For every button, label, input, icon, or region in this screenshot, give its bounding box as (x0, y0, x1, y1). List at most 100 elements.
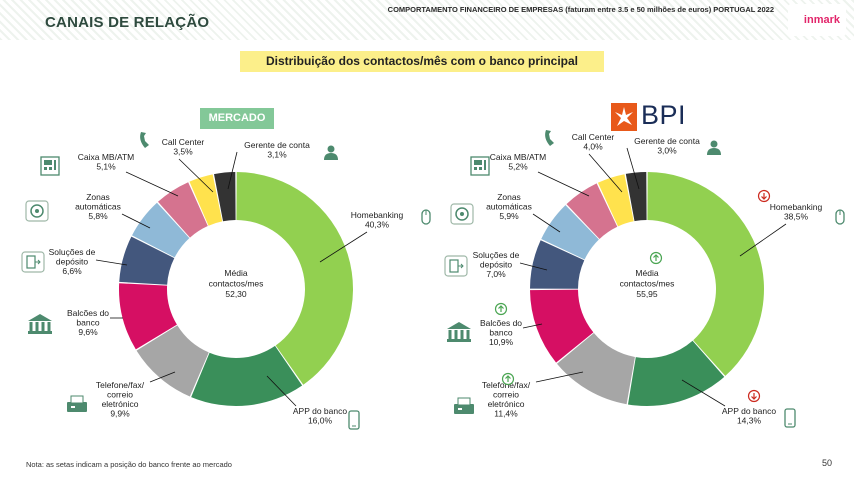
arrow-down-icon (747, 389, 761, 403)
value-zonas: 5,9% (499, 211, 519, 221)
label-caixa: Caixa MB/ATM 5,1% (78, 152, 135, 172)
bpi-donut: Média contactos/mes 55,95 Homebanking 38,5% A… (444, 130, 845, 428)
slice-balcoes (119, 283, 177, 350)
center-label-line: 52,30 (225, 289, 247, 299)
bpi-logo-text: BPI (641, 100, 687, 130)
center-label-line: Média (635, 268, 658, 278)
inmark-logo (788, 4, 846, 36)
label-line: Balcões do (67, 308, 109, 318)
label-line: banco (76, 318, 99, 328)
label-callcenter: Call Center 4,0% (572, 132, 615, 152)
label-callcenter: Call Center 3,5% (162, 137, 205, 157)
bank-icon (447, 322, 471, 342)
label-app: APP do banco 16,0% (293, 406, 347, 426)
center-arrow-icon (649, 251, 663, 265)
value-solucoes: 6,6% (62, 266, 82, 276)
arrow-down-icon (757, 189, 771, 203)
phone-handset-icon (545, 130, 554, 146)
section-title: CANAIS DE RELAÇÃO (45, 14, 210, 31)
slice-app (191, 345, 303, 407)
leader-caixa (125, 171, 179, 197)
report-subtitle: COMPORTAMENTO FINANCEIRO DE EMPRESAS (fa… (387, 5, 774, 14)
value-callcenter: 4,0% (583, 142, 603, 152)
leader-app (681, 379, 726, 407)
slice-zonas (541, 205, 599, 260)
value-callcenter: 3,5% (173, 147, 193, 157)
label-line: Homebanking (770, 202, 823, 212)
slice-caixa (157, 182, 208, 238)
center-label-line: Média (224, 268, 247, 278)
atm-icon (40, 156, 60, 176)
deposit-icon (444, 255, 468, 277)
label-line: Call Center (572, 132, 615, 142)
label-solucoes: Soluções de depósito 7,0% (473, 250, 520, 279)
label-app: APP do banco 14,3% (722, 406, 776, 426)
person-icon (707, 140, 721, 155)
label-telefone: Telefone/fax/correio eletrónico 11,4% (482, 380, 531, 419)
inmark-logo-text: inmark (803, 14, 840, 26)
label-solucoes: Soluções de depósito 6,6% (49, 247, 96, 276)
label-line: APP do banco (722, 406, 776, 416)
label-line: Soluções de (49, 247, 96, 257)
leader-gerente (227, 151, 238, 190)
label-line: Balcões do (480, 318, 522, 328)
phone-icon (348, 410, 360, 430)
market-badge: MERCADO (200, 108, 274, 129)
slice-homebanking (647, 172, 765, 376)
slice-solucoes (119, 236, 175, 285)
label-caixa: Caixa MB/ATM 5,2% (490, 152, 547, 172)
slice-telefone (136, 325, 209, 397)
slice-gerente (214, 172, 236, 222)
label-line: correio (493, 390, 519, 400)
value-balcoes: 9,6% (78, 327, 98, 337)
footnote: Nota: as setas indicam a posição do banc… (26, 460, 232, 469)
market-donut: Média contactos/mes 52,30 Homebanking 40,3% A… (21, 132, 431, 430)
leader-caixa (537, 171, 590, 197)
label-homebanking: Homebanking 40,3% (351, 210, 404, 230)
leader-zonas (121, 213, 151, 229)
arrow-up-icon (501, 372, 515, 386)
bank-icon (28, 314, 52, 334)
label-line: Call Center (162, 137, 205, 147)
atm-icon (470, 156, 490, 176)
slice-zonas (132, 202, 190, 258)
leader-callcenter (588, 153, 623, 193)
leader-zonas (532, 213, 561, 233)
center-label-line: contactos/mes (209, 279, 264, 289)
page-number: 50 (821, 458, 832, 468)
arrow-up-icon (494, 302, 508, 316)
value-app: 16,0% (308, 416, 333, 426)
label-line: Zonas (86, 192, 110, 202)
leader-solucoes (519, 262, 548, 271)
label-zonas: Zonas automáticas 5,8% (75, 192, 121, 221)
mouse-icon (835, 209, 845, 225)
safe-icon (25, 200, 49, 222)
label-line: depósito (480, 260, 512, 270)
label-homebanking: Homebanking 38,5% (770, 202, 823, 222)
label-line: Homebanking (351, 210, 404, 220)
slice-caixa (566, 183, 618, 239)
label-line: APP do banco (293, 406, 347, 416)
center-label: Média contactos/mes 55,95 (620, 268, 675, 299)
label-line: correio (107, 390, 133, 400)
leader-callcenter (178, 158, 214, 193)
value-homebanking: 40,3% (365, 220, 390, 230)
label-line: banco (489, 328, 512, 338)
label-line: eletrónico (488, 399, 525, 409)
fax-icon (454, 397, 474, 414)
safe-icon (450, 203, 474, 225)
value-zonas: 5,8% (88, 211, 108, 221)
label-line: depósito (56, 257, 88, 267)
value-gerente: 3,1% (267, 150, 287, 160)
slice-balcoes (530, 289, 594, 363)
slice-callcenter (189, 174, 223, 226)
fax-icon (67, 395, 87, 412)
label-line: Telefone/fax/ (96, 380, 145, 390)
label-zonas: Zonas automáticas 5,9% (486, 192, 532, 221)
value-caixa: 5,1% (96, 162, 116, 172)
label-gerente: Gerente de conta 3,1% (244, 140, 310, 160)
leader-homebanking (739, 223, 787, 257)
leader-telefone (535, 371, 584, 383)
slice-telefone (556, 333, 635, 405)
label-balcoes: Balcões do banco 9,6% (67, 308, 109, 337)
